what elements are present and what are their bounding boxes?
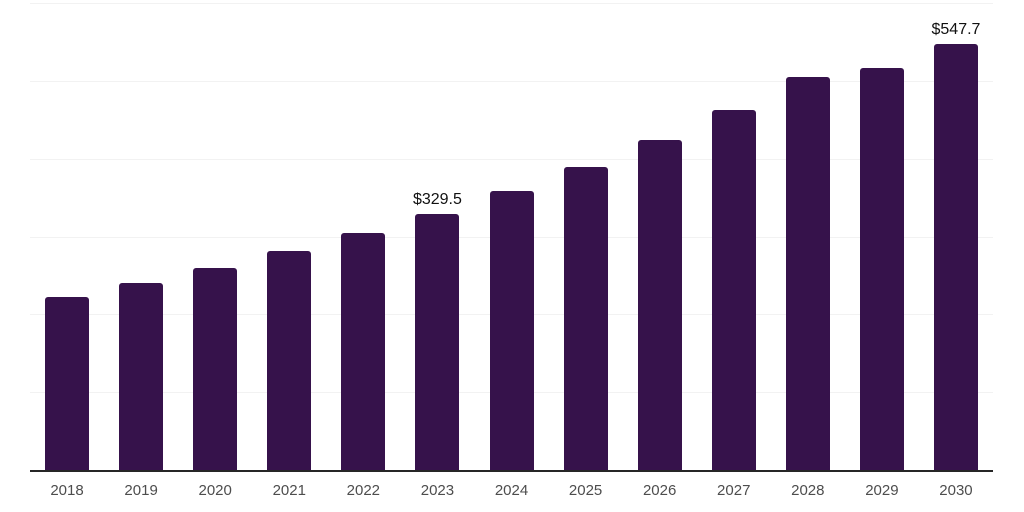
bars-container: $329.5 $547.7	[30, 3, 993, 470]
bar-cell-2023: $329.5	[400, 3, 474, 470]
bar-2030: $547.7	[932, 21, 980, 470]
bar-2019	[119, 283, 164, 470]
x-tick-2026: 2026	[642, 482, 677, 499]
bar-cell-2030: $547.7	[919, 3, 993, 470]
gridline-600	[30, 3, 993, 4]
bar-2018	[45, 297, 90, 470]
plot-area: $329.5 $547.7	[30, 3, 993, 472]
data-label-2023: $329.5	[412, 190, 462, 208]
bar-cell-2020	[178, 3, 252, 470]
bar-cell-2021	[252, 3, 326, 470]
bar-cell-2029	[845, 3, 919, 470]
bar-cell-2022	[326, 3, 400, 470]
x-tick-2028: 2028	[791, 482, 825, 499]
gridline-400	[30, 158, 993, 160]
x-axis-labels: 2018 2019 2020 2021 2022 2023 2024 2025 2026 2027…	[30, 480, 993, 502]
bar-cell-2018	[30, 3, 104, 470]
gridline-500	[30, 80, 993, 82]
bar-cell-2028	[771, 3, 845, 470]
x-tick-2023: 2023	[420, 482, 455, 499]
bar-cell-2025	[549, 3, 623, 470]
x-tick-2021: 2021	[272, 482, 306, 499]
x-tick-2024: 2024	[494, 482, 529, 499]
bar-2020	[193, 267, 238, 470]
bar-cell-2019	[104, 3, 178, 470]
bar-2027	[711, 110, 756, 470]
x-tick-2018: 2018	[50, 482, 84, 499]
bar-2021	[267, 251, 312, 470]
bar-2029	[859, 67, 904, 470]
x-tick-2019: 2019	[124, 482, 158, 499]
x-tick-2030: 2030	[939, 482, 973, 499]
x-tick-2022: 2022	[346, 482, 381, 499]
data-label-2030: $547.7	[931, 20, 981, 38]
x-tick-2020: 2020	[198, 482, 232, 499]
x-tick-2029: 2029	[865, 482, 899, 499]
bar-cell-2026	[623, 3, 697, 470]
bar-cell-2027	[697, 3, 771, 470]
bar-2028	[785, 76, 830, 470]
bar-2022	[341, 232, 386, 470]
x-axis-line	[30, 470, 993, 472]
bar-2026	[637, 140, 682, 470]
bar-2024	[489, 190, 534, 470]
bar-2023: $329.5	[413, 191, 462, 470]
x-tick-2025: 2025	[568, 482, 603, 499]
x-tick-2027: 2027	[717, 482, 751, 499]
bar-cell-2024	[474, 3, 548, 470]
bar-2025	[563, 166, 608, 470]
